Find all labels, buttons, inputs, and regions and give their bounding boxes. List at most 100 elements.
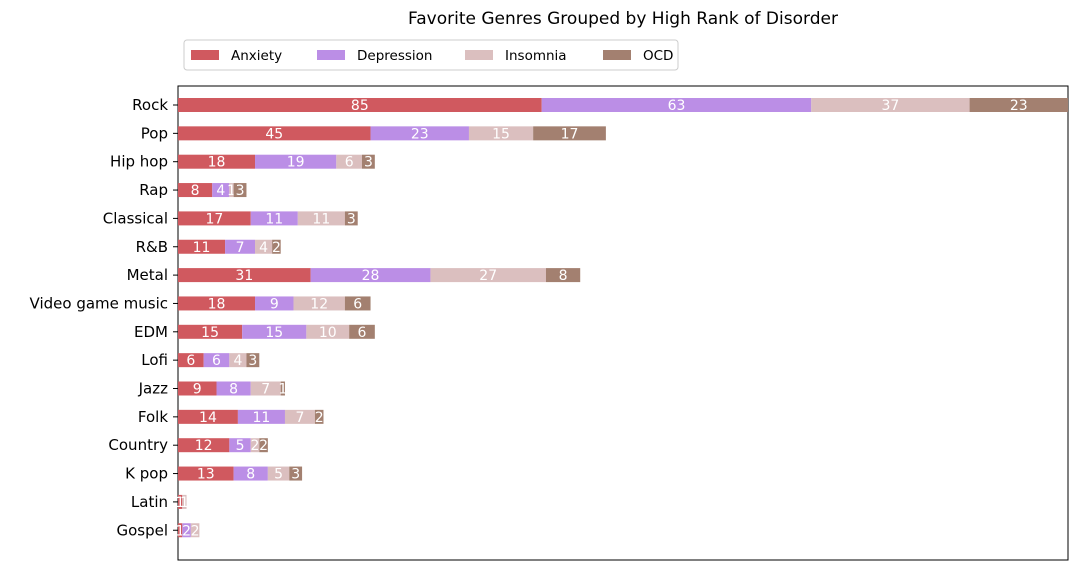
data-label-video-game-music-depression: 9 <box>270 296 279 312</box>
data-label-country-anxiety: 12 <box>195 438 213 454</box>
data-label-lofi-ocd: 3 <box>248 353 257 369</box>
data-label-k-pop-depression: 8 <box>246 467 255 483</box>
bar-pop-insomnia <box>468 126 534 141</box>
bar-pop-ocd <box>533 126 606 141</box>
data-label-latin-insomnia: 1 <box>180 495 189 511</box>
data-label-randb-insomnia: 4 <box>259 240 268 256</box>
bar-edm-depression <box>242 324 307 339</box>
legend-swatch-insomnia <box>465 50 493 60</box>
y-tick-label-gospel: Gospel <box>116 521 168 539</box>
data-label-edm-anxiety: 15 <box>201 325 219 341</box>
data-label-country-insomnia: 2 <box>251 438 260 454</box>
data-label-rap-depression: 4 <box>216 183 225 199</box>
data-label-folk-insomnia: 7 <box>295 410 304 426</box>
bar-edm-anxiety <box>178 324 243 339</box>
data-label-jazz-insomnia: 7 <box>261 382 270 398</box>
bar-hip-hop-ocd <box>361 154 375 169</box>
bar-gospel-insomnia <box>190 523 200 538</box>
legend: Anxiety Depression Insomnia OCD <box>183 39 679 71</box>
y-tick-label-classical: Classical <box>103 209 168 227</box>
y-tick-label-hip-hop: Hip hop <box>110 153 168 171</box>
data-label-gospel-anxiety: 1 <box>176 523 185 539</box>
data-label-video-game-music-insomnia: 12 <box>310 296 328 312</box>
legend-label-insomnia: Insomnia <box>505 48 567 64</box>
bar-latin-insomnia <box>182 494 187 509</box>
data-label-lofi-insomnia: 4 <box>233 353 242 369</box>
bar-metal-anxiety <box>178 268 311 283</box>
bar-rock-ocd <box>969 98 1068 112</box>
data-label-pop-insomnia: 15 <box>492 126 510 142</box>
data-label-lofi-depression: 6 <box>212 353 221 369</box>
data-label-classical-ocd: 3 <box>347 211 356 227</box>
data-label-edm-ocd: 6 <box>358 325 367 341</box>
bar-jazz-depression <box>216 381 251 396</box>
bar-rap-ocd <box>233 183 247 198</box>
y-tick-label-rock: Rock <box>132 96 168 114</box>
data-label-lofi-anxiety: 6 <box>186 353 195 369</box>
data-label-pop-anxiety: 45 <box>265 126 283 142</box>
data-label-video-game-music-ocd: 6 <box>353 296 362 312</box>
bar-classical-depression <box>250 211 298 226</box>
bar-rap-depression <box>212 183 230 198</box>
data-label-metal-depression: 28 <box>362 268 380 284</box>
data-label-hip-hop-depression: 19 <box>287 155 305 171</box>
data-label-pop-depression: 23 <box>411 126 429 142</box>
bar-country-insomnia <box>250 438 260 453</box>
bar-country-depression <box>229 438 251 453</box>
bar-folk-depression <box>237 409 285 424</box>
data-label-randb-anxiety: 11 <box>193 240 211 256</box>
bar-gospel-depression <box>182 523 191 538</box>
bar-randb-depression <box>225 239 256 254</box>
bar-k-pop-ocd <box>289 466 303 481</box>
legend-swatch-depression <box>317 50 345 60</box>
bar-lofi-anxiety <box>178 353 204 368</box>
bar-jazz-ocd <box>280 381 285 396</box>
data-label-randb-depression: 7 <box>236 240 245 256</box>
data-label-k-pop-anxiety: 13 <box>197 467 215 483</box>
bar-folk-anxiety <box>178 409 238 424</box>
data-label-video-game-music-anxiety: 18 <box>208 296 226 312</box>
data-label-folk-ocd: 2 <box>315 410 324 426</box>
y-tick-label-pop: Pop <box>141 124 168 142</box>
data-label-hip-hop-insomnia: 6 <box>345 155 354 171</box>
bar-gospel-anxiety <box>178 523 183 538</box>
bar-hip-hop-depression <box>255 154 337 169</box>
data-label-jazz-depression: 8 <box>229 382 238 398</box>
data-label-rock-insomnia: 37 <box>882 98 900 114</box>
bar-metal-insomnia <box>430 268 546 283</box>
data-label-k-pop-insomnia: 5 <box>274 467 283 483</box>
bar-pop-depression <box>370 126 469 141</box>
bar-video-game-music-ocd <box>344 296 371 311</box>
bar-classical-anxiety <box>178 211 251 226</box>
y-tick-label-rap: Rap <box>139 181 168 199</box>
data-label-country-depression: 5 <box>236 438 245 454</box>
data-label-folk-depression: 11 <box>253 410 271 426</box>
bar-video-game-music-depression <box>255 296 294 311</box>
bar-metal-ocd <box>545 268 581 283</box>
data-label-metal-anxiety: 31 <box>235 268 253 284</box>
bar-latin-anxiety <box>178 494 183 509</box>
y-tick-label-folk: Folk <box>138 408 168 426</box>
data-label-gospel-depression: 2 <box>182 523 191 539</box>
bar-randb-insomnia <box>255 239 273 254</box>
data-label-rap-anxiety: 8 <box>191 183 200 199</box>
data-label-metal-ocd: 8 <box>559 268 568 284</box>
data-label-rock-depression: 63 <box>668 98 686 114</box>
data-label-pop-ocd: 17 <box>561 126 579 142</box>
y-tick-label-metal: Metal <box>127 266 168 284</box>
bar-hip-hop-anxiety <box>178 154 256 169</box>
data-label-hip-hop-ocd: 3 <box>364 155 373 171</box>
chart-title: Favorite Genres Grouped by High Rank of … <box>408 9 838 29</box>
bar-edm-ocd <box>349 324 375 339</box>
legend-label-ocd: OCD <box>643 48 673 64</box>
bar-folk-insomnia <box>284 409 315 424</box>
y-tick-label-country: Country <box>108 436 168 454</box>
bar-folk-ocd <box>314 409 324 424</box>
y-tick-label-latin: Latin <box>131 493 168 511</box>
data-label-folk-anxiety: 14 <box>199 410 217 426</box>
data-label-jazz-anxiety: 9 <box>193 382 202 398</box>
bar-lofi-depression <box>203 353 230 368</box>
bar-classical-ocd <box>344 211 358 226</box>
